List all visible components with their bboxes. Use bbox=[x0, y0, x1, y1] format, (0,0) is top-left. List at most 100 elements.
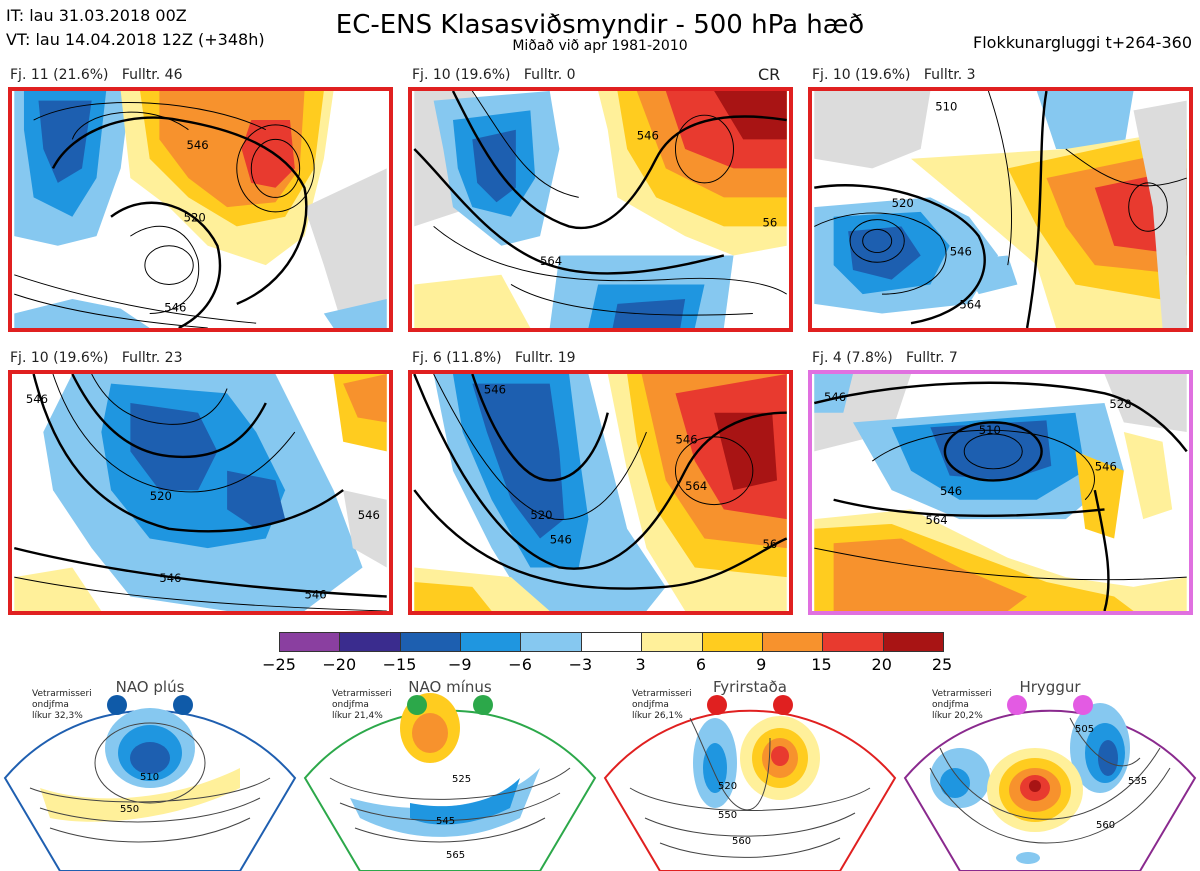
contour-label: 564 bbox=[685, 479, 707, 493]
colorbar-swatch bbox=[280, 633, 341, 651]
map-2-graphic: 564 546 56 bbox=[413, 91, 787, 328]
contour-label: 546 bbox=[26, 392, 48, 406]
contour-label: 520 bbox=[718, 781, 737, 792]
contour-label: 560 bbox=[732, 836, 751, 847]
contour-label: 56 bbox=[763, 215, 778, 229]
colorbar-swatch bbox=[642, 633, 703, 651]
regime-note: Vetrarmisseri ondjfma líkur 20,2% bbox=[932, 689, 992, 721]
regime-title: NAO mínus bbox=[408, 678, 492, 696]
contour-label: 505 bbox=[1075, 724, 1094, 735]
regime-nao-minus[interactable]: 525 545 565 NAO mínus Vetrarmisseri ondjf… bbox=[300, 678, 600, 871]
panel-label-1: Fj. 11 (21.6%) Fulltr. 46 bbox=[10, 67, 183, 83]
regime-3-graphic: 520 550 560 bbox=[603, 695, 897, 871]
contour-label: 550 bbox=[120, 804, 139, 815]
panel-label-2: Fj. 10 (19.6%) Fulltr. 0 bbox=[412, 67, 576, 83]
contour-label: 546 bbox=[675, 433, 697, 447]
contour-label: 546 bbox=[637, 128, 659, 142]
regime-title: Hryggur bbox=[1019, 678, 1081, 696]
colorbar-tick-label: 6 bbox=[695, 655, 706, 674]
colorbar-tick-label: −9 bbox=[448, 655, 472, 674]
colorbar-tick-label: 9 bbox=[756, 655, 767, 674]
colorbar-tick-label: −15 bbox=[382, 655, 417, 674]
colorbar-tick-label: 20 bbox=[871, 655, 892, 674]
regime-note: Vetrarmisseri ondjfma líkur 21,4% bbox=[332, 689, 392, 721]
regime-1-graphic: 510 550 bbox=[3, 695, 297, 871]
regime-title: NAO plús bbox=[115, 678, 185, 696]
contour-label: 546 bbox=[940, 484, 962, 498]
colorbar-tick-label: 15 bbox=[811, 655, 832, 674]
colorbar-swatch bbox=[461, 633, 522, 651]
regime-blocking[interactable]: 520 550 560 Fyrirstaða Vetrarmisseri ondj… bbox=[600, 678, 900, 871]
map-panel-4[interactable]: 546 520 546 546 546 bbox=[8, 370, 393, 615]
contour-label: 546 bbox=[550, 532, 572, 546]
panel-tag-cr: CR bbox=[758, 65, 781, 84]
colorbar-tick-label: −6 bbox=[508, 655, 532, 674]
contour-label: 520 bbox=[892, 196, 914, 210]
regime-2-graphic: 525 545 565 bbox=[303, 693, 597, 871]
contour-label: 510 bbox=[935, 99, 957, 113]
contour-label: 546 bbox=[159, 571, 181, 585]
map-5-graphic: 546 520 546 546 564 56 bbox=[413, 374, 788, 611]
contour-label: 546 bbox=[1095, 460, 1117, 474]
contour-label: 520 bbox=[150, 489, 172, 503]
page-title: EC-ENS Klasasviðsmyndir - 500 hPa hæð bbox=[335, 10, 865, 40]
map-panel-1[interactable]: 520 546 546 bbox=[8, 87, 393, 332]
contour-label: 546 bbox=[164, 301, 186, 315]
map-6-graphic: 546 528 510 546 564 546 bbox=[813, 374, 1188, 611]
map-1-graphic: 520 546 546 bbox=[14, 91, 387, 328]
contour-label: 510 bbox=[140, 772, 159, 783]
contour-label: 560 bbox=[1096, 820, 1115, 831]
colorbar bbox=[279, 632, 944, 652]
contour-label: 546 bbox=[484, 382, 506, 396]
colorbar-swatch bbox=[581, 633, 643, 651]
colorbar-tick-label: −20 bbox=[322, 655, 357, 674]
contour-label: 546 bbox=[824, 390, 846, 404]
contour-label: 546 bbox=[950, 244, 972, 258]
colorbar-tick-label: 3 bbox=[635, 655, 646, 674]
contour-label: 546 bbox=[304, 587, 326, 601]
regime-title: Fyrirstaða bbox=[713, 678, 787, 696]
regime-nao-plus[interactable]: 510 550 NAO plús Vetrarmisseri ondjfma lík… bbox=[0, 678, 300, 871]
regime-4-graphic: 505 535 560 bbox=[903, 695, 1197, 871]
colorbar-swatch bbox=[400, 633, 462, 651]
map-panel-5[interactable]: 546 520 546 546 564 56 bbox=[408, 370, 793, 615]
colorbar-swatch bbox=[702, 633, 763, 651]
map-panel-2[interactable]: 564 546 56 bbox=[408, 87, 793, 332]
panel-label-4: Fj. 10 (19.6%) Fulltr. 23 bbox=[10, 350, 183, 366]
contour-label: 545 bbox=[436, 816, 455, 827]
regime-note: Vetrarmisseri ondjfma líkur 26,1% bbox=[632, 689, 692, 721]
map-panel-3[interactable]: 510 520 546 564 bbox=[808, 87, 1193, 332]
contour-label: 564 bbox=[959, 298, 981, 312]
colorbar-swatch bbox=[883, 633, 943, 651]
contour-label: 525 bbox=[452, 774, 471, 785]
contour-label: 564 bbox=[926, 513, 948, 527]
regime-ridge[interactable]: 505 535 560 Hryggur Vetrarmisseri ondjfma… bbox=[900, 678, 1200, 871]
contour-label: 546 bbox=[358, 508, 380, 522]
contour-label: 56 bbox=[763, 537, 778, 551]
colorbar-tick-label: −25 bbox=[262, 655, 296, 674]
map-4-graphic: 546 520 546 546 546 bbox=[13, 374, 387, 611]
contour-label: 520 bbox=[184, 211, 206, 225]
contour-label: 564 bbox=[540, 254, 562, 268]
colorbar-swatch bbox=[762, 633, 824, 651]
regime-note: Vetrarmisseri ondjfma líkur 32,3% bbox=[32, 689, 92, 721]
contour-label: 550 bbox=[718, 810, 737, 821]
contour-label: 565 bbox=[446, 850, 465, 861]
contour-label: 520 bbox=[530, 508, 552, 522]
it-line: IT: lau 31.03.2018 00Z bbox=[6, 6, 187, 25]
panel-label-5: Fj. 6 (11.8%) Fulltr. 19 bbox=[412, 350, 576, 366]
colorbar-swatch bbox=[521, 633, 582, 651]
contour-label: 546 bbox=[186, 138, 208, 152]
colorbar-tick-label: 25 bbox=[931, 655, 953, 674]
contour-label: 528 bbox=[1109, 397, 1131, 411]
classification-window: Flokkunargluggi t+264-360 bbox=[973, 33, 1192, 52]
map-panel-6[interactable]: 546 528 510 546 564 546 bbox=[808, 370, 1193, 615]
colorbar-tick-label: −3 bbox=[568, 655, 593, 674]
panel-label-6: Fj. 4 (7.8%) Fulltr. 7 bbox=[812, 350, 958, 366]
map-3-graphic: 510 520 546 564 bbox=[814, 91, 1187, 328]
contour-label: 535 bbox=[1128, 776, 1147, 787]
colorbar-swatch bbox=[823, 633, 884, 651]
page-subtitle: Miðað við apr 1981-2010 bbox=[512, 38, 688, 54]
contour-label: 510 bbox=[979, 423, 1001, 437]
colorbar-swatch bbox=[340, 633, 401, 651]
